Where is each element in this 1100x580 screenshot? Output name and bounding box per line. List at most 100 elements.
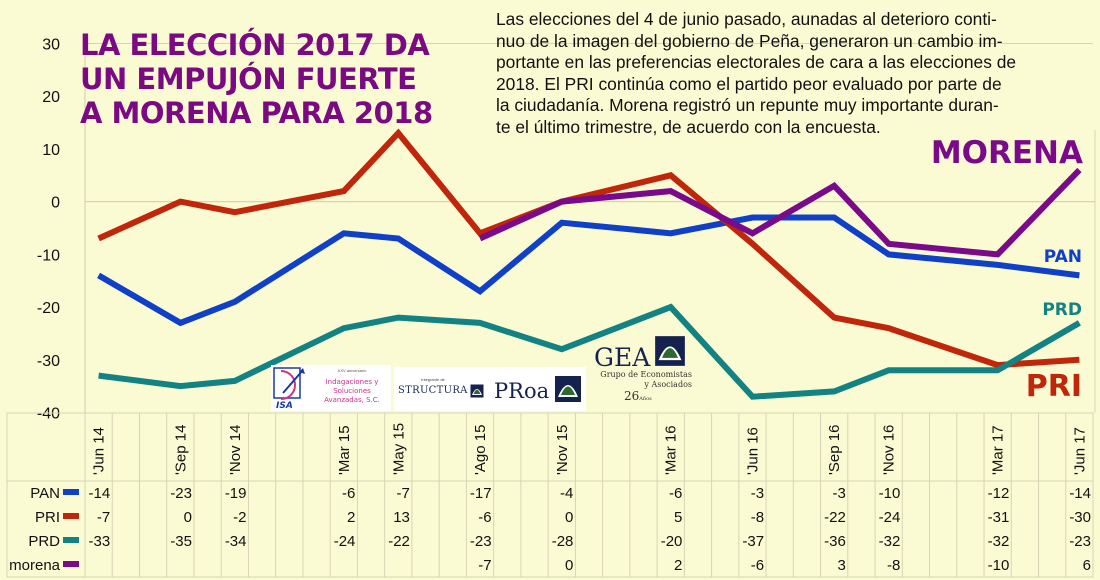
description-line: 2018. El PRI continúa como el partido pe… (496, 73, 1002, 94)
gea-years-suffix: Años (639, 396, 652, 402)
table-cell: -19 (225, 485, 247, 502)
legend-swatch-morena (63, 561, 79, 567)
table-cell: -24 (334, 533, 356, 550)
legend-swatch-pri (63, 513, 79, 519)
table-cell: 5 (674, 509, 682, 526)
series-line-morena (478, 167, 1082, 258)
description-line: Las elecciones del 4 de junio pasado, au… (496, 9, 997, 29)
table-cell: -30 (1069, 509, 1091, 526)
series-lines (97, 128, 1082, 400)
x-tick-label: 'Jun 16 (745, 427, 762, 475)
y-tick-label: 0 (51, 195, 60, 212)
table-cell: -37 (742, 533, 764, 550)
x-tick-label: 'Sep 14 (172, 425, 189, 475)
table-cell: -22 (388, 533, 410, 550)
table-cell: -31 (988, 509, 1010, 526)
table-cell: -8 (887, 557, 900, 574)
table-cell: -7 (97, 509, 110, 526)
table-cell: -17 (470, 485, 492, 502)
proa-logo: PRoa (490, 367, 586, 411)
x-tick-label: 'Nov 14 (227, 425, 244, 475)
isa-name-line: Indagaciones y Soluciones (325, 378, 379, 395)
table-cell: -32 (879, 533, 901, 550)
description-line: la ciudadanía. Morena registró un repunt… (496, 95, 999, 116)
gea-mark-icon (655, 336, 685, 366)
table-cell: 2 (347, 509, 355, 526)
series-end-labels: PAN PRI PRD MORENA (931, 135, 1083, 404)
gea-name: GEA (594, 343, 651, 372)
title-line: UN EMPUJÓN FUERTE (80, 62, 417, 96)
table-cell: -10 (879, 485, 901, 502)
proa-name: PRoa (494, 379, 550, 403)
table-cell: -6 (342, 485, 355, 502)
y-tick-label: -20 (37, 300, 60, 317)
table-cell: -4 (560, 485, 573, 502)
table-cell: -7 (478, 557, 491, 574)
structura-member-label: Integrante de (421, 377, 445, 382)
title-line: LA ELECCIÓN 2017 DA (80, 28, 430, 62)
x-tick-label: 'Ago 15 (472, 425, 489, 475)
table-cell: -28 (552, 533, 574, 550)
table-cell: -23 (470, 533, 492, 550)
y-tick-label: -40 (37, 406, 60, 423)
table-cell: 6 (1083, 557, 1091, 574)
table-cell: -14 (1069, 485, 1091, 502)
table-cell: -12 (988, 485, 1010, 502)
x-tick-label: 'May 15 (390, 423, 407, 475)
gea-years-number: 26 (624, 389, 640, 403)
legend-swatch-prd (63, 537, 79, 543)
gea-years: 26Años (624, 389, 652, 403)
table-cell: -8 (751, 509, 764, 526)
series-end-label-prd: PRD (1042, 300, 1082, 320)
y-tick-label: -30 (37, 353, 60, 370)
x-tick-label: 'Mar 16 (663, 425, 680, 475)
table-cell: 0 (565, 509, 573, 526)
table-cell: 3 (837, 557, 845, 574)
table-cell: -35 (170, 533, 192, 550)
table-cell: -23 (1069, 533, 1091, 550)
title-line: A MORENA PARA 2018 (80, 96, 433, 130)
y-tick-label: -10 (37, 247, 60, 264)
series-end-label-morena: MORENA (931, 135, 1083, 171)
table-border (6, 412, 1094, 578)
table-cell: -6 (669, 485, 682, 502)
y-tick-label: 10 (42, 142, 60, 159)
isa-logo: ISA XXV aniversario Indagaciones y Soluc… (271, 365, 391, 411)
table-cell: -10 (988, 557, 1010, 574)
structura-name: STRUCTURA (398, 385, 468, 396)
table-cell: -36 (824, 533, 846, 550)
legend-swatch-pan (63, 489, 79, 495)
description-line: te el último trimestre, de acuerdo con l… (496, 116, 881, 137)
table-cell: -32 (988, 533, 1010, 550)
x-tick-label: 'Mar 17 (990, 425, 1007, 475)
y-tick-label: 20 (42, 89, 60, 106)
isa-mark-text: ISA (276, 401, 293, 409)
table-cell: -3 (832, 485, 845, 502)
structura-logo: Integrante de STRUCTURA (394, 367, 490, 411)
table-cell: -3 (751, 485, 764, 502)
description-text: Las elecciones del 4 de junio pasado, au… (496, 9, 1096, 139)
legend-label-pan: PAN (30, 485, 60, 502)
table-cell: -24 (879, 509, 901, 526)
table-cell: -22 (824, 509, 846, 526)
table-cell: 0 (565, 557, 573, 574)
table-cell: -33 (89, 533, 111, 550)
y-axis-ticks: 30 20 10 0 -10 -20 -30 -40 (37, 37, 60, 423)
description-line: nuo de la imagen del gobierno de Peña, g… (496, 30, 1003, 51)
legend-label-morena: morena (9, 557, 61, 574)
table-cell: 2 (674, 557, 682, 574)
gea-subtitle-1: Grupo de Economistas (600, 370, 692, 379)
series-end-label-pan: PAN (1044, 247, 1082, 267)
table-cell: -2 (233, 509, 246, 526)
series-end-label-pri: PRI (1026, 369, 1082, 404)
y-tick-label: 30 (42, 37, 60, 54)
legend-label-pri: PRI (35, 509, 60, 526)
x-tick-label: 'Nov 16 (881, 425, 898, 475)
series-line-pan (97, 214, 1080, 327)
isa-name-line: Avanzadas, S.C. (324, 396, 380, 404)
gea-logo: GEA Grupo de Economistas y Asociados 26A… (594, 333, 694, 405)
series-line-prd (98, 303, 1081, 400)
table-cell: -6 (751, 557, 764, 574)
data-table: 'Jun 14 'Sep 14 'Nov 14 'Mar 15 'May 15 'Ago … (6, 412, 1094, 578)
x-tick-label: 'Sep 16 (826, 425, 843, 475)
